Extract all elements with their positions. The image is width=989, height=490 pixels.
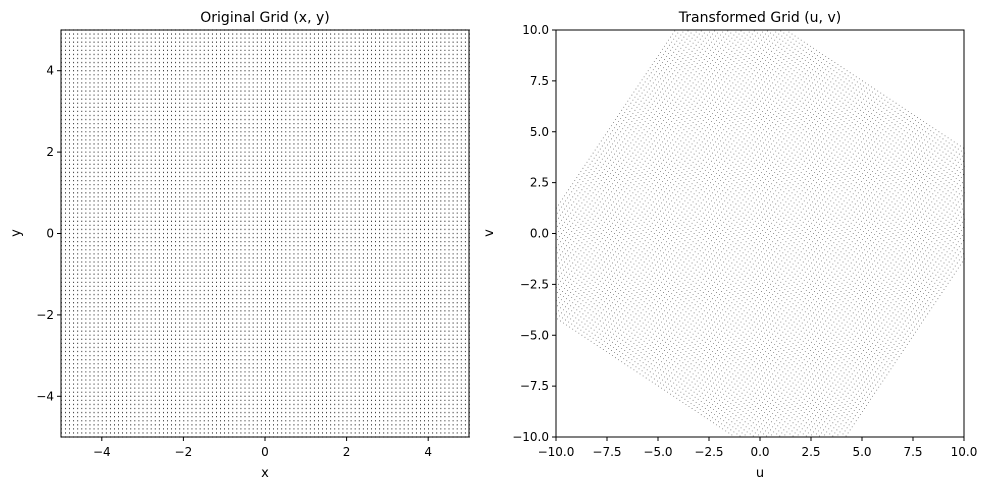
y-tick-label: 2 [46, 145, 54, 159]
y-tick-label: −4 [36, 389, 54, 403]
x-tick-label: 0 [261, 445, 269, 459]
y-tick-label: 10.0 [522, 23, 549, 37]
x-tick-label: 10.0 [951, 445, 978, 459]
x-tick-label: 2.5 [801, 445, 820, 459]
y-tick-label: −2.5 [520, 277, 549, 291]
x-tick-label: 2 [343, 445, 351, 459]
y-tick-label: −10.0 [512, 430, 549, 444]
y-axis-ticks: −10.0 −7.5 −5.0 −2.5 0.0 2.5 5.0 7.5 10.0 [512, 23, 556, 444]
x-axis-label: x [261, 466, 269, 481]
point-cloud [61, 29, 470, 438]
original-grid-panel: Original Grid (x, y) −4 −2 0 2 4 −4 −2 0 2 4 x y [9, 10, 470, 481]
x-tick-label: 4 [424, 445, 432, 459]
point-cloud [556, 29, 965, 438]
transformed-grid-panel: Transformed Grid (u, v) −10.0 −7.5 −5.0 −2.… [482, 10, 977, 481]
y-tick-label: 0 [46, 227, 54, 241]
y-tick-label: 0.0 [530, 227, 549, 241]
y-tick-label: 2.5 [530, 176, 549, 190]
x-axis-ticks: −10.0 −7.5 −5.0 −2.5 0.0 2.5 5.0 7.5 10.0 [538, 437, 978, 459]
y-tick-label: 5.0 [530, 125, 549, 139]
x-tick-label: 7.5 [903, 445, 922, 459]
y-axis-label: v [482, 229, 497, 237]
x-tick-label: −2.5 [694, 445, 723, 459]
y-tick-label: 7.5 [530, 74, 549, 88]
x-axis-label: u [756, 466, 764, 481]
x-axis-ticks: −4 −2 0 2 4 [93, 437, 432, 459]
y-tick-label: 4 [46, 64, 54, 78]
x-tick-label: 5.0 [852, 445, 871, 459]
x-tick-label: −4 [93, 445, 111, 459]
scatter-points [556, 29, 965, 438]
y-tick-label: −5.0 [520, 328, 549, 342]
x-tick-label: 0.0 [750, 445, 769, 459]
scatter-points [61, 29, 470, 438]
x-tick-label: −2 [175, 445, 193, 459]
y-tick-label: −2 [36, 308, 54, 322]
x-tick-label: −5.0 [643, 445, 672, 459]
y-axis-label: y [9, 229, 24, 237]
x-tick-label: −7.5 [592, 445, 621, 459]
y-axis-ticks: −4 −2 0 2 4 [36, 64, 61, 403]
chart-title: Original Grid (x, y) [200, 10, 329, 26]
x-tick-label: −10.0 [538, 445, 575, 459]
y-tick-label: −7.5 [520, 379, 549, 393]
chart-title: Transformed Grid (u, v) [678, 10, 841, 26]
